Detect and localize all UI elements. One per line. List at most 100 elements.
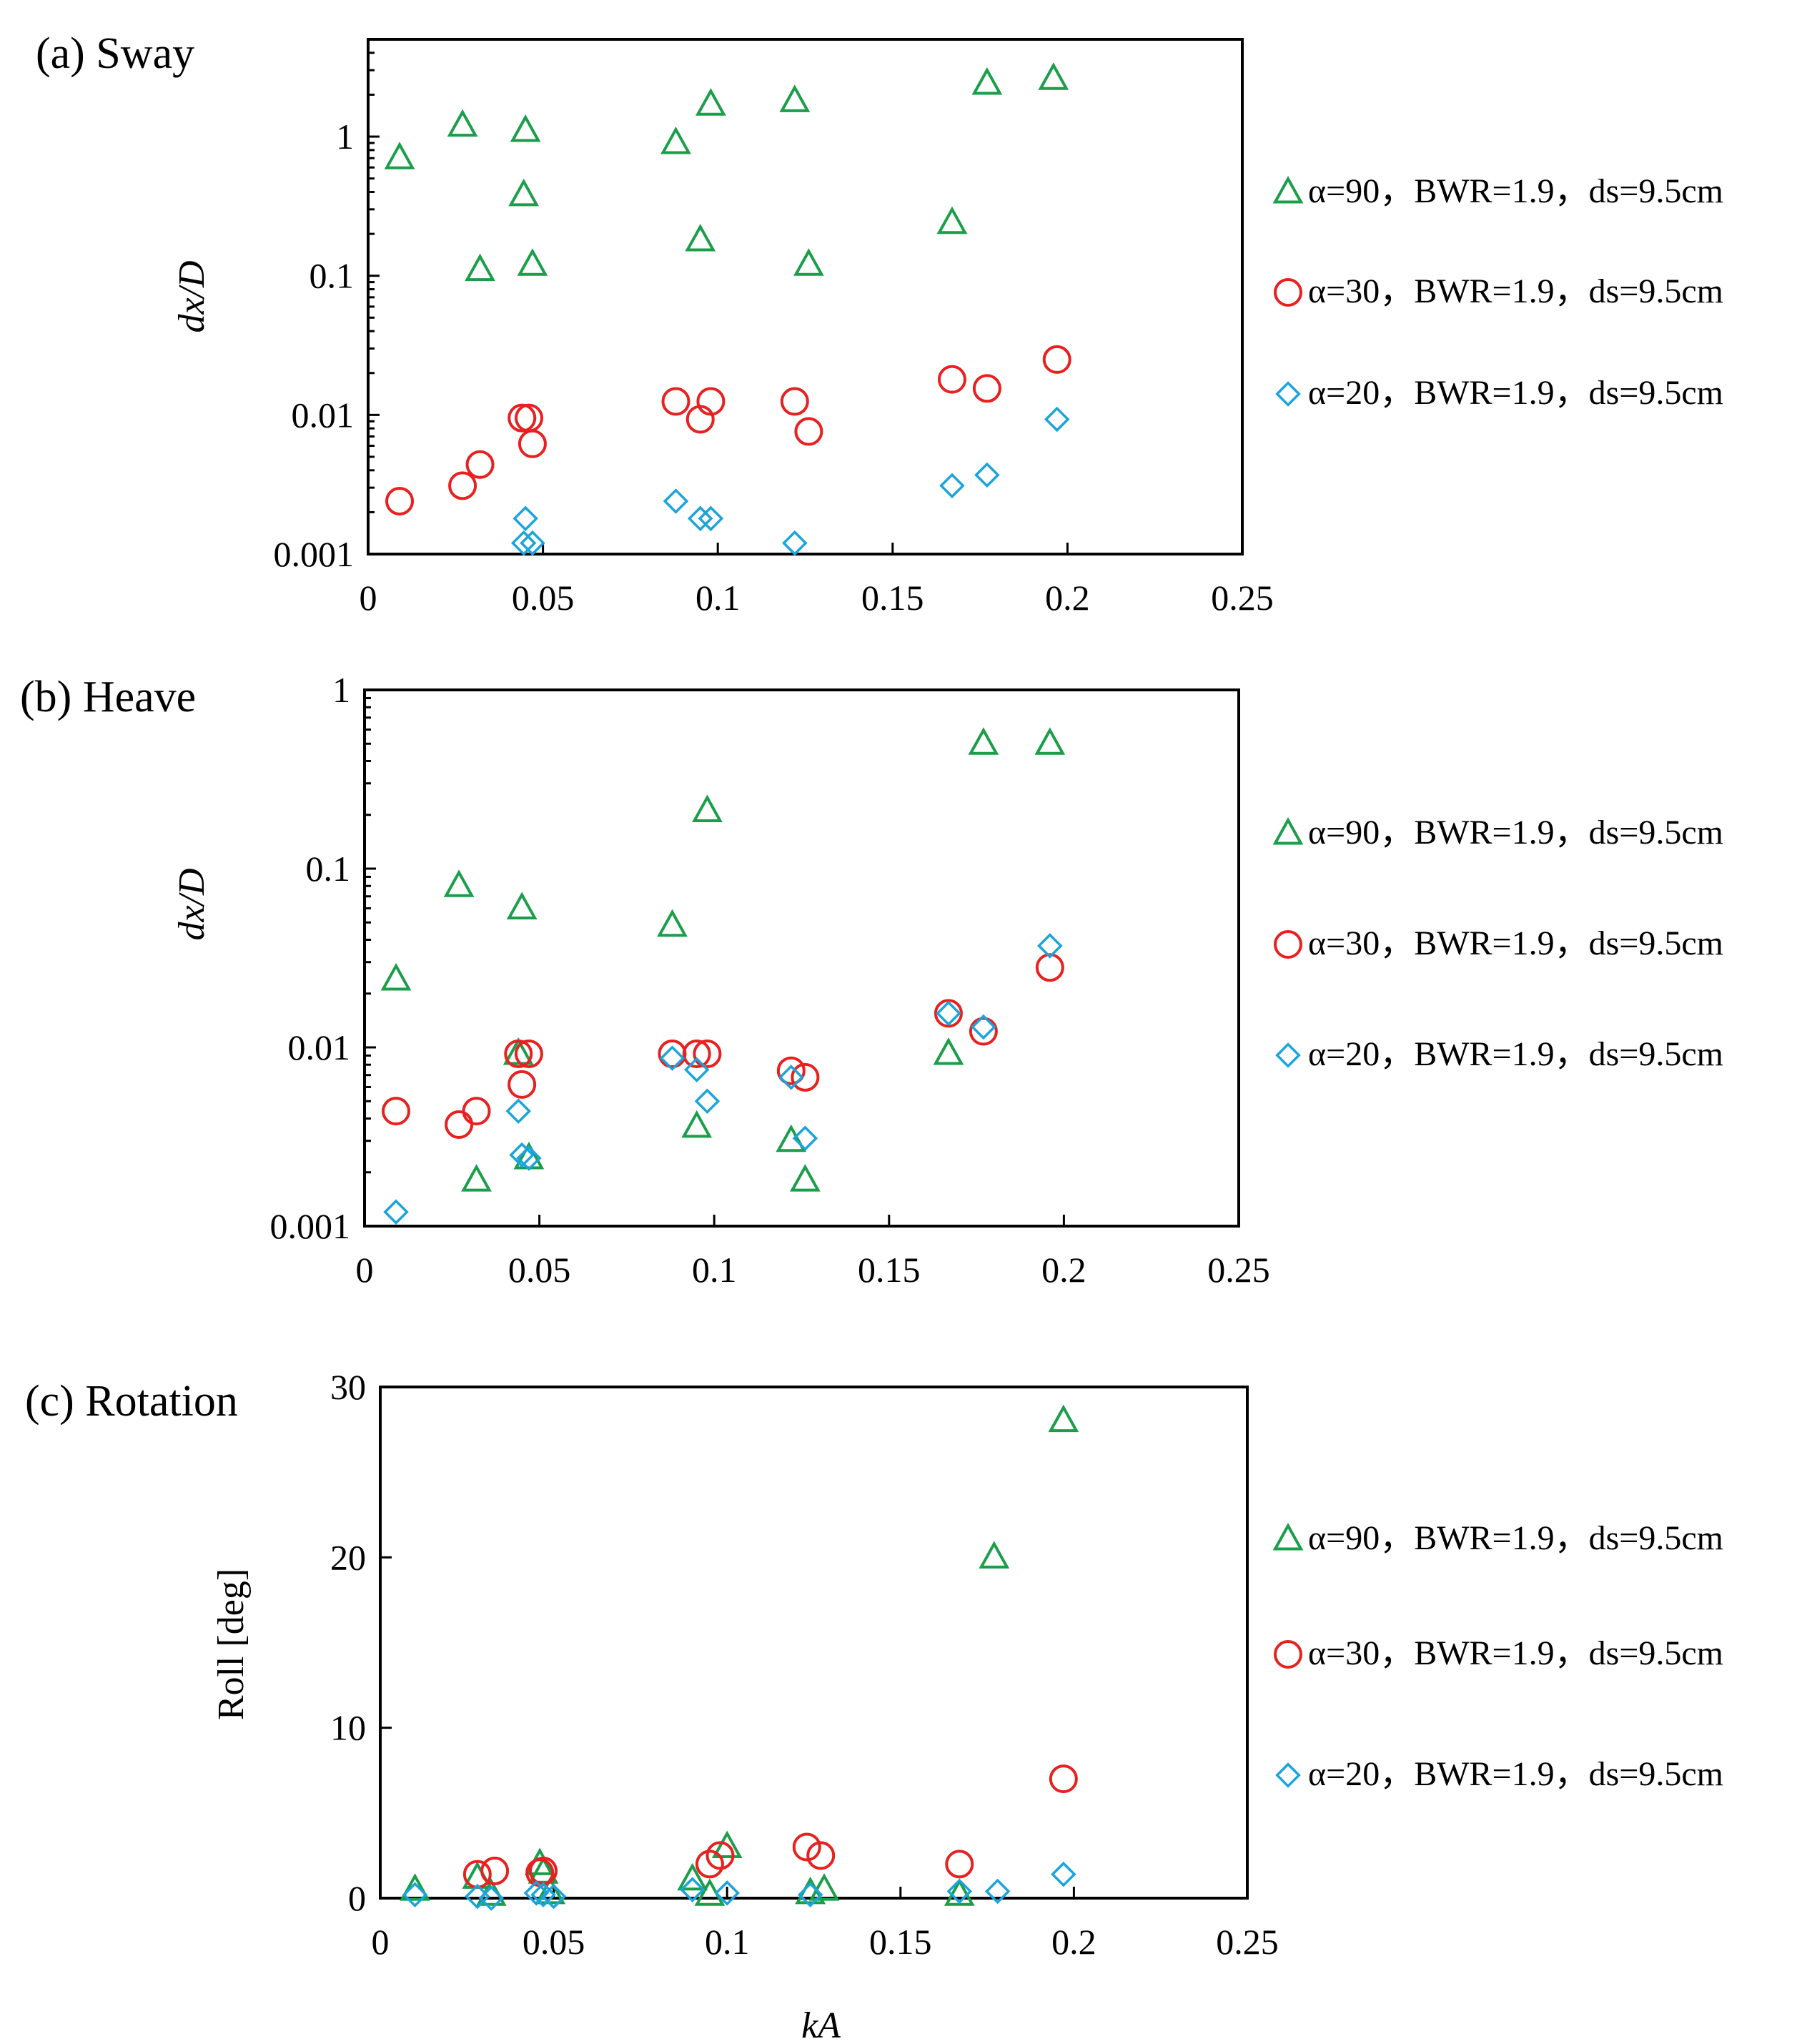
legend-label: α=90，BWR=1.9，ds=9.5cm	[1308, 172, 1723, 210]
legend-item: α=90，BWR=1.9，ds=9.5cm	[1272, 1519, 1723, 1557]
y-tick-label: 0.001	[274, 534, 355, 574]
panel-title: (a) Sway	[36, 29, 194, 78]
diamond-data-point	[797, 1882, 823, 1908]
triangle-data-point	[508, 178, 540, 207]
chart-panel-1: (a) Sway 0 0.05 0.1 0.15 0.2 0.25 0.001 0.01 0.1 1…	[36, 29, 1723, 618]
diamond-data-point	[984, 1878, 1011, 1905]
legend-circle-marker	[1274, 930, 1302, 959]
circle-data-point	[658, 1040, 687, 1069]
triangle-data-point	[677, 1862, 708, 1891]
circle-data-point	[514, 1040, 543, 1069]
triangle-data-point	[447, 109, 478, 137]
circle-data-point	[515, 403, 544, 433]
triangle-data-point	[506, 892, 538, 919]
circle-data-point	[1042, 345, 1071, 374]
x-tick-label: 0.25	[1216, 1922, 1279, 1962]
triangle-data-point	[685, 223, 716, 252]
diamond-data-point	[540, 1883, 567, 1910]
y-tick-label: 10	[330, 1708, 366, 1748]
circle-data-point	[661, 387, 690, 416]
y-tick-label: 0.1	[306, 849, 351, 889]
circle-data-point	[385, 486, 415, 515]
plot-frame	[363, 688, 1240, 1228]
triangle-data-point	[808, 1873, 840, 1901]
x-tick-label: 0	[360, 578, 377, 618]
x-tick-label: 0.25	[1207, 1250, 1270, 1290]
legend-label: α=20，BWR=1.9，ds=9.5cm	[1308, 1755, 1723, 1793]
diamond-data-point	[974, 462, 1000, 488]
diamond-data-point	[383, 1199, 409, 1225]
triangle-data-point	[711, 1830, 743, 1858]
diamond-data-point	[513, 505, 538, 532]
x-tick-label: 0.2	[1041, 1250, 1086, 1290]
y-axis-label: dx/D	[172, 868, 212, 940]
y-tick-label: 0.01	[288, 1027, 351, 1067]
diamond-data-point	[523, 1880, 550, 1906]
chart-panel-2: (b) Heave 0 0.05 0.1 0.15 0.2 0.25 0.001 0.01 0.1…	[20, 670, 1723, 1290]
series-circle	[462, 1764, 1078, 1889]
diamond-data-point	[659, 1045, 685, 1071]
plot-frame	[379, 1386, 1249, 1900]
legend-diamond-marker	[1275, 1042, 1301, 1068]
diamond-data-point	[478, 1885, 505, 1911]
circle-data-point	[693, 1040, 722, 1069]
diamond-data-point	[792, 1125, 818, 1151]
series-diamond	[383, 933, 1063, 1225]
x-tick-label: 0.05	[508, 1250, 571, 1290]
y-tick-label: 0.1	[310, 256, 355, 296]
chart-panel-3: (c) Rotation 0 0.05 0.1 0.15 0.2 0.25 0 10 20 30 Ro…	[25, 1367, 1723, 2044]
series-triangle	[400, 1404, 1079, 1906]
circle-data-point	[945, 1850, 974, 1879]
x-tick-label: 0.2	[1051, 1922, 1096, 1962]
diamond-data-point	[683, 1057, 710, 1083]
series-diamond	[510, 406, 1070, 556]
legend-label: α=20，BWR=1.9，ds=9.5cm	[1308, 1035, 1723, 1073]
triangle-data-point	[465, 253, 495, 282]
triangle-data-point	[660, 126, 691, 154]
triangle-data-point	[443, 869, 475, 897]
x-tick-label: 0.05	[512, 578, 575, 618]
x-tick-label: 0.2	[1045, 578, 1090, 618]
legend-triangle-marker	[1272, 816, 1304, 845]
circle-data-point	[465, 450, 495, 479]
circle-data-point	[504, 1040, 533, 1069]
panel-title: (b) Heave	[20, 673, 196, 721]
triangle-data-point	[517, 248, 548, 276]
circle-data-point	[696, 387, 726, 416]
x-axis-label: kA	[801, 2005, 841, 2044]
y-tick-label: 20	[330, 1537, 366, 1577]
legend-label: α=90，BWR=1.9，ds=9.5cm	[1308, 814, 1723, 851]
triangle-data-point	[789, 1164, 821, 1192]
triangle-data-point	[400, 1873, 430, 1901]
x-tick-label: 0.05	[523, 1922, 585, 1962]
legend-diamond-marker	[1275, 381, 1301, 407]
legend-circle-marker	[1274, 278, 1302, 307]
circle-data-point	[972, 374, 1001, 403]
triangle-data-point	[692, 794, 723, 822]
legend-item: α=20，BWR=1.9，ds=9.5cm	[1275, 1035, 1723, 1073]
triangle-data-point	[657, 909, 688, 937]
series-triangle	[380, 727, 1066, 1192]
triangle-data-point	[1048, 1404, 1079, 1433]
triangle-data-point	[695, 88, 726, 116]
diamond-data-point	[687, 505, 713, 532]
triangle-data-point	[933, 1037, 964, 1065]
triangle-data-point	[936, 206, 968, 234]
circle-data-point	[791, 1062, 820, 1092]
x-tick-label: 0	[372, 1922, 390, 1962]
x-tick-label: 0.1	[692, 1250, 737, 1290]
legend-item: α=30，BWR=1.9，ds=9.5cm	[1274, 1634, 1723, 1672]
circle-data-point	[508, 1070, 537, 1099]
circle-data-point	[445, 1110, 474, 1139]
triangle-data-point	[779, 84, 811, 112]
triangle-data-point	[384, 142, 415, 169]
diamond-data-point	[946, 1878, 973, 1905]
series-circle	[382, 953, 1064, 1139]
legend-label: α=30，BWR=1.9，ds=9.5cm	[1308, 272, 1723, 310]
diamond-data-point	[510, 530, 537, 556]
y-tick-label: 0	[348, 1878, 366, 1918]
diamond-data-point	[714, 1880, 740, 1906]
x-tick-label: 0	[356, 1250, 374, 1290]
triangle-data-point	[968, 727, 999, 755]
